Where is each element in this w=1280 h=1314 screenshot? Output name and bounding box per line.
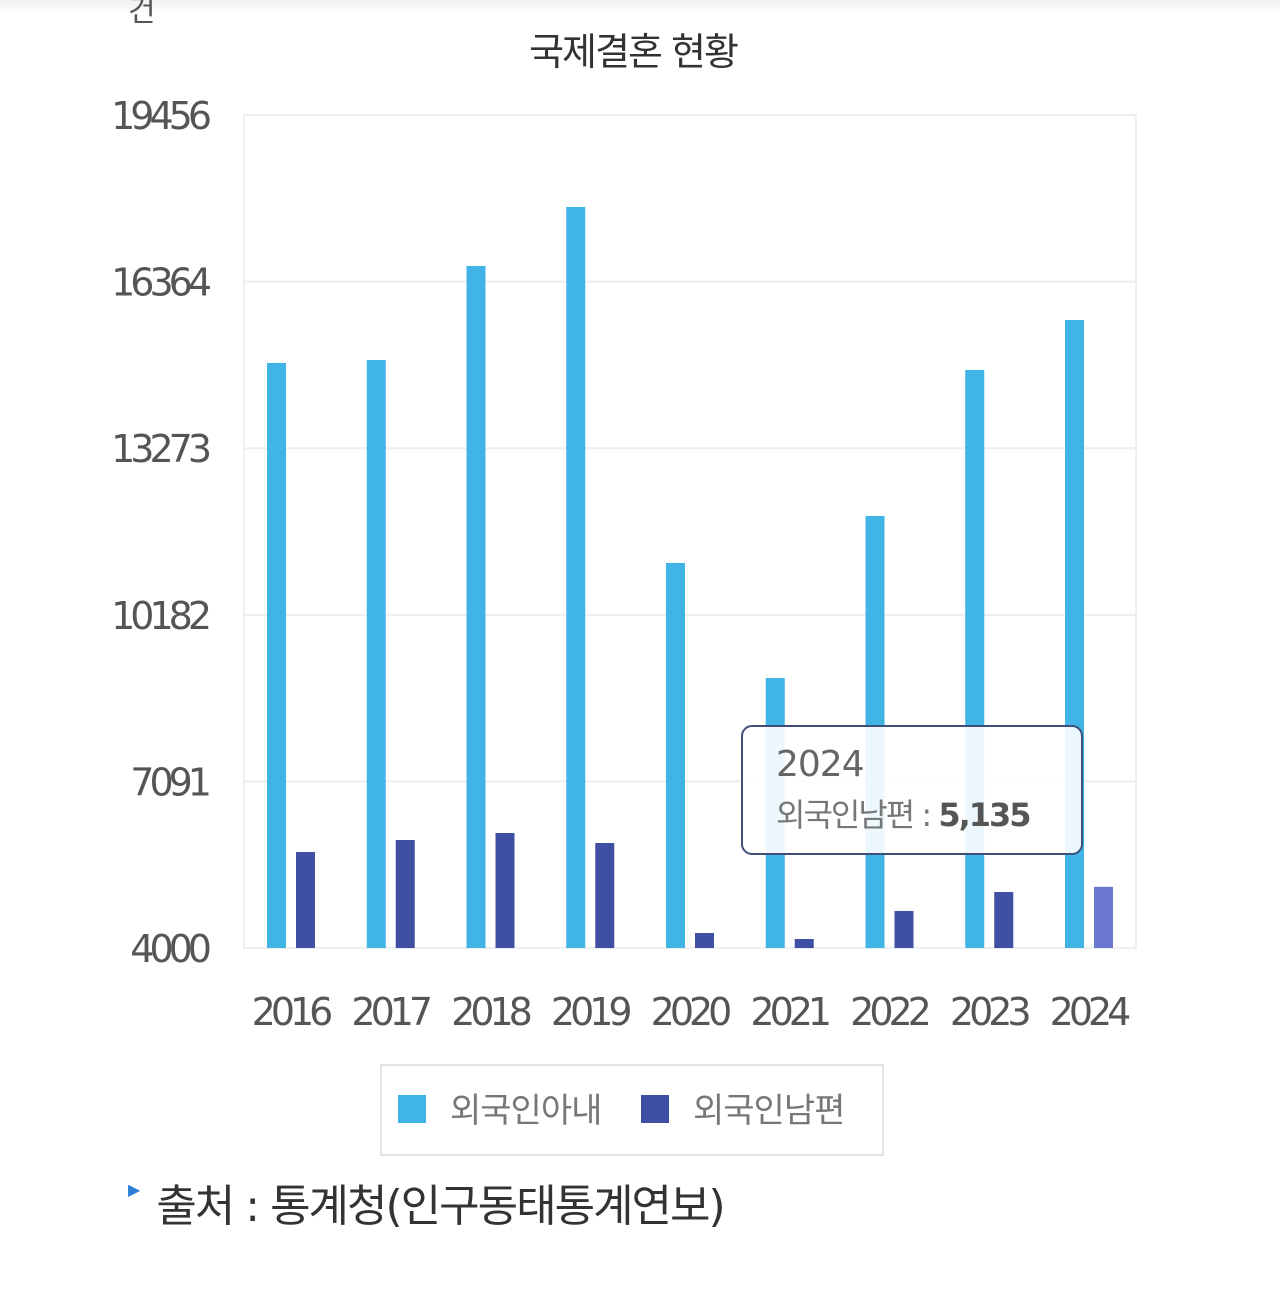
x-tick-label: 2020 — [651, 990, 731, 1034]
bar-husband-2022[interactable] — [894, 910, 914, 948]
bar-husband-2016[interactable] — [296, 852, 315, 948]
source-text: 출처 : 통계청(인구동태통계연보) — [156, 1181, 725, 1232]
y-tick-label: 16364 — [111, 261, 211, 305]
unit-label: 건 — [128, 0, 156, 29]
bar-wife-2023[interactable] — [965, 369, 985, 948]
bar-wife-2018[interactable] — [466, 266, 486, 949]
top-bar — [0, 0, 1280, 14]
bar-husband-2019[interactable] — [595, 843, 615, 948]
y-tick-label: 19456 — [111, 94, 210, 138]
tooltip-value: 5,135 — [938, 796, 1030, 834]
y-tick-label: 7091 — [130, 760, 209, 804]
bar-wife-2016[interactable] — [267, 362, 286, 948]
x-tick-label: 2019 — [551, 990, 631, 1034]
svg-text:외국인남편 : 5,135: 외국인남편 : 5,135 — [776, 796, 1030, 834]
tooltip-year: 2024 — [776, 744, 864, 785]
x-tick-label: 2022 — [850, 990, 929, 1034]
tooltip-label: 외국인남편 : — [776, 796, 938, 834]
bar-husband-2021[interactable] — [794, 938, 814, 948]
bar-wife-2017[interactable] — [366, 360, 386, 948]
x-tick-label: 2017 — [351, 990, 430, 1034]
x-tick-label: 2016 — [252, 990, 332, 1034]
triangle-bullet-icon: ▶ — [128, 1180, 140, 1199]
legend: 외국인아내 외국인남편 — [380, 1064, 884, 1156]
y-tick-label: 10182 — [111, 594, 209, 638]
y-tick-label: 4000 — [130, 927, 210, 971]
x-tick-label: 2024 — [1050, 990, 1131, 1034]
x-tick-label: 2021 — [750, 990, 829, 1034]
bar-husband-2017[interactable] — [395, 839, 415, 948]
x-tick-label: 2023 — [950, 990, 1030, 1034]
bar-wife-2020[interactable] — [666, 562, 685, 948]
bar-husband-2023[interactable] — [994, 892, 1014, 948]
bar-wife-2019[interactable] — [566, 206, 586, 948]
tooltip: 2024 외국인남편 : 5,135 — [741, 725, 1083, 855]
bar-chart: 국제결혼 현황 4000 7091 10182 13273 16364 19456 201… — [111, 30, 1137, 1156]
legend-swatch-husband — [641, 1095, 669, 1123]
x-tick-label: 2018 — [451, 990, 531, 1034]
legend-label-wife[interactable]: 외국인아내 — [450, 1091, 602, 1131]
bar-husband-2020[interactable] — [695, 933, 714, 948]
source-note: ▶ 출처 : 통계청(인구동태통계연보) — [128, 1170, 726, 1234]
bar-husband-2018[interactable] — [495, 832, 515, 948]
y-tick-label: 13273 — [111, 427, 210, 471]
chart-title: 국제결혼 현황 — [529, 30, 738, 74]
legend-label-husband[interactable]: 외국인남편 — [693, 1091, 845, 1131]
legend-swatch-wife — [398, 1095, 426, 1123]
bar-husband-2024[interactable] — [1094, 886, 1113, 948]
